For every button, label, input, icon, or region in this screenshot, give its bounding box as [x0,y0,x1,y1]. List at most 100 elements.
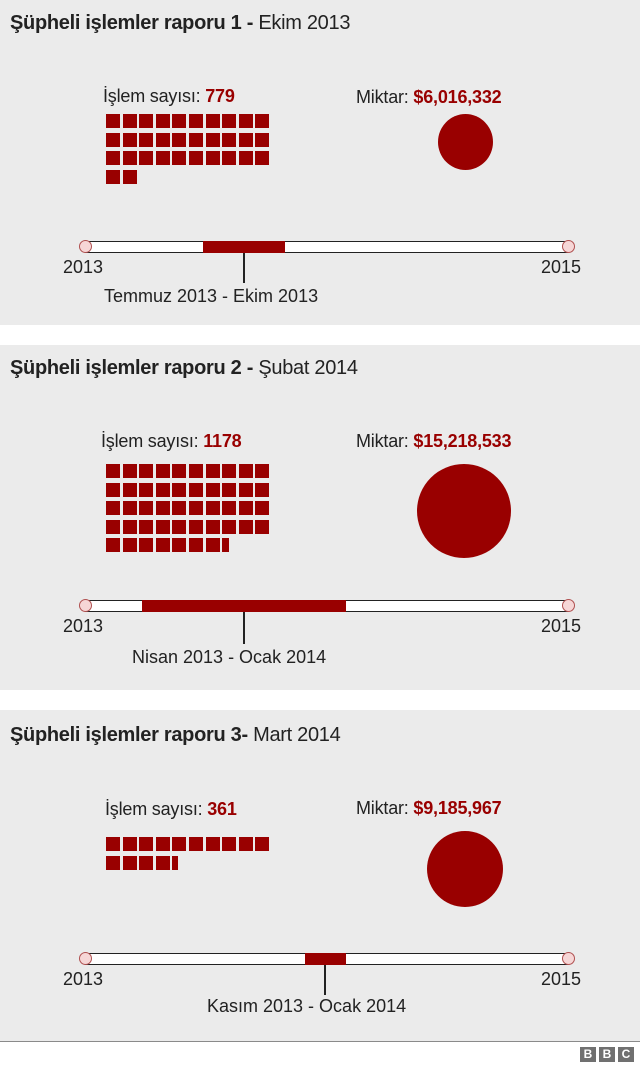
transaction-square [172,519,187,534]
transaction-square [122,501,137,516]
amount-circle [417,464,511,558]
timeline-start-year: 2013 [63,969,104,989]
transaction-square [155,114,170,128]
transaction-square [172,837,187,851]
transaction-square [139,464,154,478]
transaction-square [155,538,170,553]
timeline-end-marker [562,599,575,612]
transaction-square [238,151,253,166]
timeline-end-year: 2015 [541,257,582,277]
transaction-square [255,464,270,478]
transaction-square [205,837,220,851]
timeline-start-year: 2013 [63,257,104,277]
transaction-square [139,501,154,516]
transaction-square [122,855,137,870]
amount-value: $15,218,533 [413,431,512,451]
bbc-logo-letter: B [599,1047,615,1062]
transaction-square [222,132,237,147]
timeline-highlight [305,952,346,965]
transaction-square [189,464,203,478]
transaction-square [139,482,154,497]
timeline-start-marker [79,599,92,612]
timeline-end-year: 2015 [541,616,582,636]
timeline-end-year: 2015 [541,969,582,989]
transaction-count-value: 779 [205,86,235,106]
bbc-logo-letter: B [580,1047,596,1062]
transaction-square [172,482,187,497]
timeline-track [85,952,568,965]
amount-label: Miktar: $6,016,332 [356,87,502,107]
transaction-square [155,855,170,870]
transaction-square [106,482,120,497]
transaction-square [122,464,137,478]
transaction-square [106,519,120,534]
transaction-square [255,837,270,851]
transaction-square [155,464,170,478]
transaction-square [139,519,154,534]
period-label: Temmuz 2013 - Ekim 2013 [104,286,319,306]
transaction-square [189,132,203,147]
transaction-square [106,501,120,516]
timeline-end-marker [562,952,575,965]
amount-label: Miktar: $9,185,967 [356,798,502,818]
transaction-square [205,151,220,166]
transaction-count-value: 361 [207,799,237,819]
amount-circle [438,114,493,170]
transaction-square [189,538,203,553]
timeline-track [85,599,568,612]
timeline-highlight [203,240,285,253]
transaction-square [205,519,220,534]
timeline-highlight [142,599,346,612]
footer-divider [0,1041,640,1042]
transaction-square [238,519,253,534]
transaction-square [106,837,120,851]
transaction-square [139,855,154,870]
transaction-square [222,151,237,166]
timeline-start-marker [79,952,92,965]
transaction-square [238,132,253,147]
transaction-square [106,151,120,166]
transaction-count-label: İşlem sayısı: 361 [105,799,237,819]
transaction-square [172,114,187,128]
transaction-square [106,855,120,870]
transaction-square [106,114,120,128]
report-title: Şüpheli işlemler raporu 3- Mart 2014 [10,724,341,746]
transaction-square [189,114,203,128]
transaction-square [155,132,170,147]
transaction-square [122,837,137,851]
transaction-square [222,519,237,534]
period-label: Nisan 2013 - Ocak 2014 [132,647,327,667]
transaction-square [222,837,237,851]
timeline-track [85,240,568,253]
transaction-square [189,482,203,497]
transaction-square [238,482,253,497]
amount-value: $9,185,967 [413,798,502,818]
transaction-square [122,114,137,128]
transaction-square [255,114,270,128]
report-title: Şüpheli işlemler raporu 2 - Şubat 2014 [10,357,358,379]
transaction-square [106,538,120,553]
amount-circle [427,831,503,907]
transaction-square [122,538,137,553]
transaction-square [106,132,120,147]
transaction-square [139,837,154,851]
transaction-square [106,169,120,184]
transaction-square [139,132,154,147]
transaction-square [238,114,253,128]
transaction-square [205,114,220,128]
transaction-square [205,538,220,553]
transaction-square [155,501,170,516]
transaction-square [139,151,154,166]
timeline-pointer [324,965,326,995]
transaction-square [222,482,237,497]
transaction-square [189,151,203,166]
report-panel-3: Şüpheli işlemler raporu 3- Mart 2014 İşl… [0,710,640,1041]
bbc-logo-letter: C [618,1047,634,1062]
timeline-end-marker [562,240,575,253]
transaction-count-label: İşlem sayısı: 779 [103,86,235,106]
transaction-square [238,464,253,478]
period-label: Kasım 2013 - Ocak 2014 [207,996,407,1016]
bbc-logo: B B C [580,1047,634,1062]
transaction-square [189,501,203,516]
amount-label: Miktar: $15,218,533 [356,431,512,451]
